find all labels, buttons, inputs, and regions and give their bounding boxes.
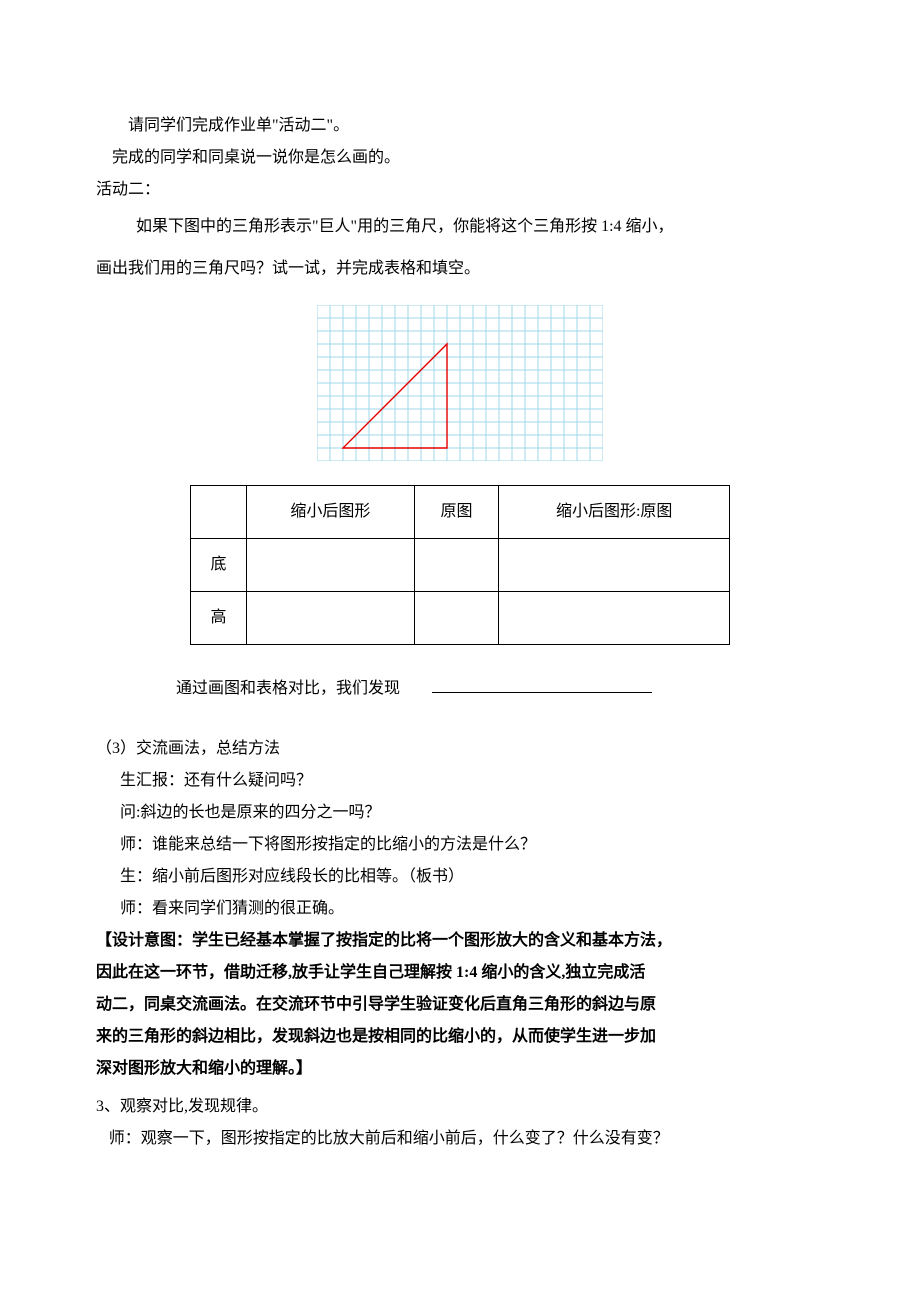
design-intent-line: 【设计意图：学生已经基本掌握了按指定的比将一个图形放大的含义和基本方法， bbox=[96, 925, 824, 957]
paragraph-instruction-2: 完成的同学和同桌说一说你是怎么画的。 bbox=[96, 142, 824, 174]
section-3-title: （3）交流画法，总结方法 bbox=[96, 733, 824, 765]
activity-2-question-line2: 画出我们用的三角尺吗？试一试，并完成表格和填空。 bbox=[96, 248, 824, 290]
table-header-2: 原图 bbox=[414, 486, 499, 539]
table-corner bbox=[191, 486, 247, 539]
table-row: 高 bbox=[191, 592, 730, 645]
dialogue-line: 生：缩小前后图形对应线段长的比相等。（板书） bbox=[96, 861, 824, 893]
table-cell bbox=[247, 539, 415, 592]
design-intent-line: 因此在这一环节，借助迁移,放手让学生自己理解按 1:4 缩小的含义,独立完成活 bbox=[96, 957, 824, 989]
table-cell bbox=[499, 539, 730, 592]
comparison-table: 缩小后图形 原图 缩小后图形:原图 底 高 bbox=[190, 485, 730, 645]
dialogue-line: 师：看来同学们猜测的很正确。 bbox=[96, 893, 824, 925]
table-cell bbox=[414, 539, 499, 592]
design-intent-line: 来的三角形的斜边相比，发现斜边也是按相同的比缩小的，从而使学生进一步加 bbox=[96, 1021, 824, 1053]
step-3-question: 师：观察一下，图形按指定的比放大前后和缩小前后，什么变了？什么没有变？ bbox=[96, 1123, 824, 1155]
step-3-title: 3、观察对比,发现规律。 bbox=[96, 1091, 824, 1123]
row-label-height: 高 bbox=[191, 592, 247, 645]
blank-underline bbox=[432, 692, 652, 693]
dialogue-line: 生汇报：还有什么疑问吗？ bbox=[96, 765, 824, 797]
table-cell bbox=[414, 592, 499, 645]
finding-line: 通过画图和表格对比，我们发现 bbox=[96, 673, 824, 705]
grid-svg bbox=[317, 305, 603, 461]
finding-text: 通过画图和表格对比，我们发现 bbox=[176, 680, 400, 697]
table-row: 底 bbox=[191, 539, 730, 592]
design-intent-line: 动二，同桌交流画法。在交流环节中引导学生验证变化后直角三角形的斜边与原 bbox=[96, 989, 824, 1021]
activity-2-question-line1: 如果下图中的三角形表示"巨人"用的三角尺，你能将这个三角形按 1:4 缩小， bbox=[96, 206, 824, 248]
row-label-base: 底 bbox=[191, 539, 247, 592]
triangle-grid-figure bbox=[96, 305, 824, 461]
dialogue-line: 问:斜边的长也是原来的四分之一吗？ bbox=[96, 797, 824, 829]
design-intent-line: 深对图形放大和缩小的理解。】 bbox=[96, 1053, 824, 1085]
table-header-3: 缩小后图形:原图 bbox=[499, 486, 730, 539]
table-cell bbox=[247, 592, 415, 645]
dialogue-line: 师：谁能来总结一下将图形按指定的比缩小的方法是什么？ bbox=[96, 829, 824, 861]
table-header-1: 缩小后图形 bbox=[247, 486, 415, 539]
table-header-row: 缩小后图形 原图 缩小后图形:原图 bbox=[191, 486, 730, 539]
activity-2-title: 活动二： bbox=[96, 174, 824, 206]
table-cell bbox=[499, 592, 730, 645]
paragraph-instruction-1: 请同学们完成作业单"活动二"。 bbox=[96, 110, 824, 142]
